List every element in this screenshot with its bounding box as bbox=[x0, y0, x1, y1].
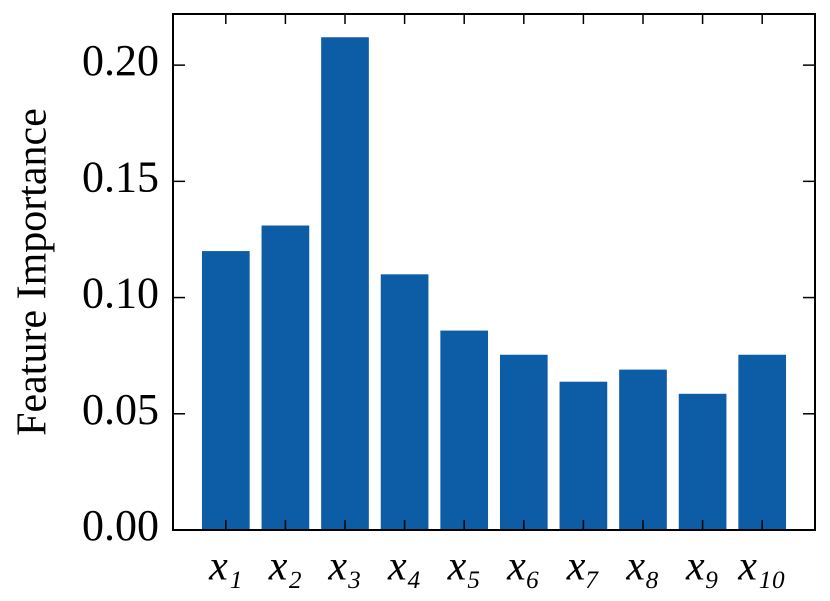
x-tick-label: x₁₀ bbox=[737, 544, 786, 590]
x-tick-label: x₈ bbox=[625, 544, 659, 590]
y-tick-label: 0.20 bbox=[82, 36, 159, 85]
x-tick-label: x₉ bbox=[685, 544, 719, 590]
x-tick-label: x₅ bbox=[447, 544, 481, 590]
bar bbox=[261, 225, 310, 530]
y-tick-label: 0.15 bbox=[82, 152, 159, 201]
plot-frame bbox=[172, 13, 816, 531]
y-tick-label: 0.00 bbox=[82, 501, 159, 550]
bar bbox=[619, 369, 667, 530]
bar bbox=[440, 330, 489, 530]
bar bbox=[499, 354, 548, 530]
x-tick-label: x₁ bbox=[208, 544, 242, 590]
y-axis-title: Feature Importance bbox=[10, 108, 56, 436]
x-tick-label: x₄ bbox=[387, 544, 421, 590]
y-tick-label: 0.05 bbox=[82, 385, 159, 434]
x-tick-label: x₆ bbox=[506, 544, 540, 590]
bar bbox=[559, 381, 608, 530]
y-tick-label: 0.10 bbox=[82, 269, 159, 318]
bar bbox=[201, 251, 250, 530]
bar bbox=[380, 274, 429, 530]
x-tick-label: x₇ bbox=[566, 544, 600, 590]
x-tick-label: x₂ bbox=[268, 544, 302, 590]
bar bbox=[678, 393, 727, 530]
bar bbox=[321, 37, 369, 530]
x-tick-label: x₃ bbox=[327, 544, 361, 590]
bar bbox=[738, 354, 787, 530]
